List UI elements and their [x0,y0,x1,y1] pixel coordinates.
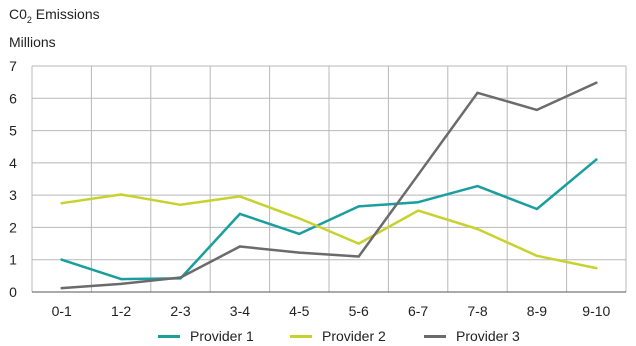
legend-item-provider-2: Provider 2 [290,328,386,344]
legend-label: Provider 2 [322,328,386,344]
x-tick-label: 7-8 [467,303,487,319]
x-tick-label: 4-5 [289,303,309,319]
data-point-provider-2 [416,209,420,212]
data-point-provider-2 [298,217,301,220]
data-point-provider-3 [238,245,242,248]
data-point-provider-3 [416,173,420,177]
data-point-provider-1 [357,205,360,208]
data-point-provider-1 [60,258,63,261]
legend-swatch [424,334,446,338]
data-point-provider-1 [238,212,242,216]
y-tick-label: 7 [9,58,17,74]
data-point-provider-3 [476,91,479,94]
data-point-provider-2 [238,195,242,198]
legend-label: Provider 1 [190,328,254,344]
data-point-provider-2 [476,227,479,231]
y-axis-label-units: Millions [9,34,56,50]
x-tick-label: 0-1 [52,303,72,319]
series-line-provider-3 [60,81,598,290]
y-tick-label: 1 [9,252,17,268]
x-tick-label: 9-10 [582,303,610,319]
data-point-provider-1 [119,277,123,281]
data-point-provider-3 [357,255,360,258]
x-tick-label: 5-6 [349,303,369,319]
data-point-provider-1 [595,158,598,161]
data-point-provider-1 [298,232,301,236]
legend-swatch [290,334,312,338]
legend-label: Provider 3 [456,328,520,344]
y-tick-label: 2 [9,219,17,235]
data-point-provider-2 [119,193,123,196]
data-point-provider-2 [595,266,598,270]
data-point-provider-3 [179,276,182,279]
legend-swatch [158,334,180,338]
legend-item-provider-3: Provider 3 [424,328,520,344]
y-axis-label: C02 Emissions [9,6,100,25]
y-tick-label: 5 [9,123,17,139]
series-line-provider-2 [60,193,598,270]
data-point-provider-3 [119,282,123,286]
y-tick-label: 0 [9,284,17,300]
series-line-provider-1 [60,158,598,281]
legend-item-provider-1: Provider 1 [158,328,254,344]
data-point-provider-2 [179,203,182,207]
x-tick-label: 3-4 [230,303,250,319]
chart-legend: Provider 1 Provider 2 Provider 3 [0,328,636,346]
data-point-provider-3 [535,108,539,112]
data-point-provider-3 [298,251,301,254]
x-tick-label: 2-3 [170,303,190,319]
data-point-provider-3 [595,81,598,84]
data-point-provider-1 [535,207,539,211]
x-tick-label: 1-2 [111,303,131,319]
data-point-provider-1 [476,184,479,188]
y-tick-label: 6 [9,90,17,106]
x-tick-label: 8-9 [527,303,547,319]
data-point-provider-2 [535,254,539,258]
data-point-provider-3 [60,286,63,290]
data-point-provider-2 [60,202,63,205]
y-tick-label: 4 [9,155,17,171]
y-tick-label: 3 [9,187,17,203]
data-point-provider-1 [416,201,420,204]
data-point-provider-2 [357,242,360,245]
x-tick-label: 6-7 [408,303,428,319]
